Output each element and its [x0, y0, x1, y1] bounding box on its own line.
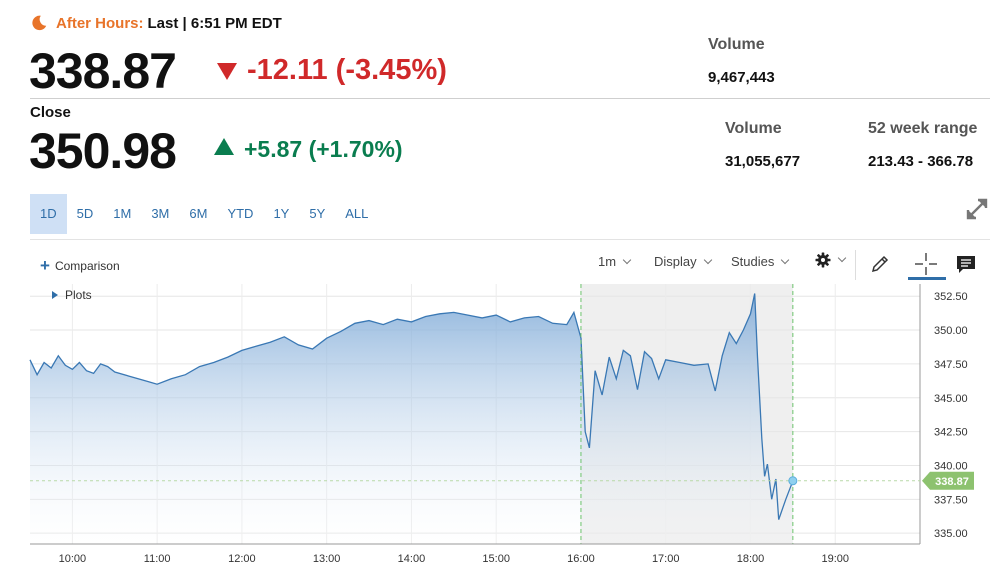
after-hours-change: -12.11 (-3.45%) — [247, 54, 447, 86]
play-icon — [52, 291, 58, 299]
display-menu[interactable]: Display — [654, 254, 712, 269]
tab-all[interactable]: ALL — [345, 206, 369, 221]
pencil-icon[interactable] — [866, 250, 894, 278]
chevron-down-icon — [837, 253, 847, 263]
plots-label: Plots — [65, 288, 92, 302]
close-label: Close — [30, 104, 71, 121]
after-hours-volume-value: 9,467,443 — [708, 69, 775, 86]
comment-icon[interactable] — [952, 250, 980, 278]
after-hours-price: 338.87 — [29, 43, 177, 99]
toolbar-divider — [30, 239, 990, 240]
y-tick-label: 340.00 — [934, 460, 968, 472]
down-arrow-icon — [217, 63, 237, 80]
y-tick-label: 347.50 — [934, 359, 968, 371]
y-tick-label: 342.50 — [934, 427, 968, 439]
price-chart[interactable]: 352.50 350.00 347.50 345.00 342.50 340.00 337.… — [0, 280, 995, 576]
chevron-down-icon — [703, 255, 712, 264]
x-tick-label: 17:00 — [652, 553, 680, 565]
x-tick-label: 16:00 — [567, 553, 595, 565]
tab-5y[interactable]: 5Y — [309, 206, 326, 221]
x-tick-label: 11:00 — [144, 553, 171, 565]
x-tick-label: 13:00 — [313, 553, 341, 565]
studies-menu[interactable]: Studies — [731, 254, 790, 269]
crosshair-icon[interactable] — [912, 250, 940, 278]
settings-menu[interactable] — [815, 252, 847, 268]
y-tick-label: 345.00 — [934, 393, 968, 405]
display-label: Display — [654, 254, 697, 269]
range-value: 213.43 - 366.78 — [868, 153, 974, 170]
tab-5d[interactable]: 5D — [76, 206, 94, 221]
tab-6m[interactable]: 6M — [189, 206, 208, 221]
plots-toggle[interactable]: Plots — [52, 288, 92, 302]
tab-3m[interactable]: 3M — [151, 206, 170, 221]
up-arrow-icon — [214, 138, 234, 155]
x-tick-label: 15:00 — [482, 553, 510, 565]
x-tick-label: 10:00 — [59, 553, 87, 565]
moon-icon — [32, 15, 47, 31]
y-tick-label: 350.00 — [934, 325, 968, 337]
close-change: +5.87 (+1.70%) — [244, 136, 403, 162]
y-tick-label: 352.50 — [934, 291, 968, 303]
x-tick-label: 12:00 — [228, 553, 256, 565]
tab-1m[interactable]: 1M — [113, 206, 132, 221]
tab-ytd[interactable]: YTD — [227, 206, 254, 221]
y-tick-label: 337.50 — [934, 494, 968, 506]
gear-icon — [815, 252, 831, 268]
after-hours-status: After Hours: Last | 6:51 PM EDT — [30, 14, 282, 32]
price-line — [29, 293, 794, 520]
chevron-down-icon — [622, 255, 632, 264]
x-tick-label: 14:00 — [398, 553, 426, 565]
last-price-tag — [922, 471, 974, 490]
range-label: 52 week range — [868, 120, 978, 137]
toolbar-separator — [855, 250, 856, 280]
last-price-tag-label: 338.87 — [935, 476, 969, 488]
last-price-marker — [788, 476, 798, 486]
range-tabs: 1D 5D 1M 3M 6M YTD 1Y 5Y ALL — [30, 194, 378, 234]
close-volume-value: 31,055,677 — [725, 153, 801, 170]
x-tick-label: 19:00 — [821, 553, 849, 565]
chevron-down-icon — [781, 255, 790, 264]
after-hours-timestamp: Last | 6:51 PM EDT — [147, 14, 282, 32]
tab-1y[interactable]: 1Y — [273, 206, 290, 221]
close-price: 350.98 — [29, 123, 177, 179]
active-tool-indicator — [908, 277, 946, 280]
after-hours-label: After Hours: — [56, 14, 144, 32]
close-volume-label: Volume — [725, 120, 782, 137]
after-hours-volume-label: Volume — [708, 36, 765, 53]
plus-icon: + — [40, 256, 50, 275]
tab-1d[interactable]: 1D — [30, 194, 67, 234]
expand-icon[interactable] — [964, 196, 990, 222]
studies-label: Studies — [731, 254, 775, 269]
comparison-label: Comparison — [54, 259, 120, 273]
header-divider — [30, 98, 990, 99]
interval-label: 1m — [598, 254, 617, 269]
comparison-button[interactable]: + Comparison — [40, 256, 120, 276]
y-tick-label: 335.00 — [934, 528, 968, 540]
x-tick-label: 18:00 — [737, 553, 765, 565]
price-area — [30, 293, 793, 544]
interval-select[interactable]: 1m — [598, 254, 632, 269]
